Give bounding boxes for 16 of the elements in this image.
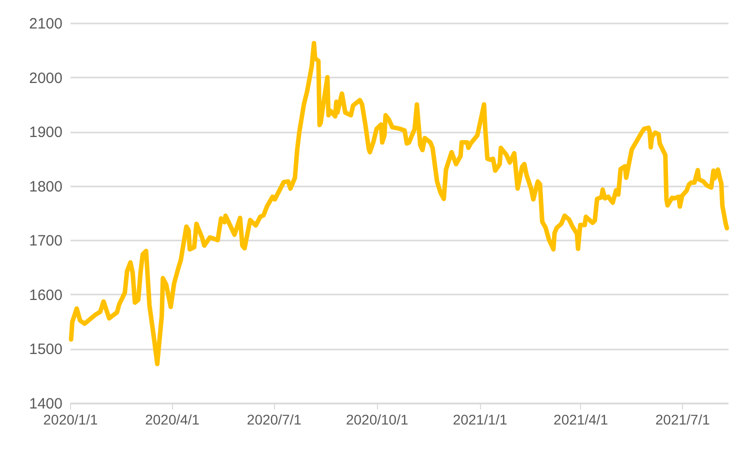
y-tick-label: 2000 [29, 70, 62, 87]
line-series [68, 40, 730, 366]
x-tick-label: 2020/1/1 [43, 412, 98, 428]
x-tick-label: 2021/4/1 [554, 412, 608, 428]
y-tick-label: 1500 [29, 341, 62, 358]
y-tick-label: 1400 [29, 396, 62, 412]
y-tick-label: 1700 [29, 232, 62, 250]
x-tick-label: 2021/1/1 [452, 412, 508, 428]
x-tick-label: 2021/7/1 [655, 412, 710, 428]
x-tick-label: 2020/10/1 [346, 412, 408, 428]
y-tick-label: 1600 [29, 286, 62, 304]
y-tick-label: 1800 [29, 178, 62, 196]
x-tick-label: 2020/7/1 [246, 412, 302, 428]
y-tick-label: 1900 [29, 124, 62, 142]
y-tick-label: 2100 [29, 16, 62, 32]
x-tick-label: 2020/4/1 [145, 412, 200, 428]
